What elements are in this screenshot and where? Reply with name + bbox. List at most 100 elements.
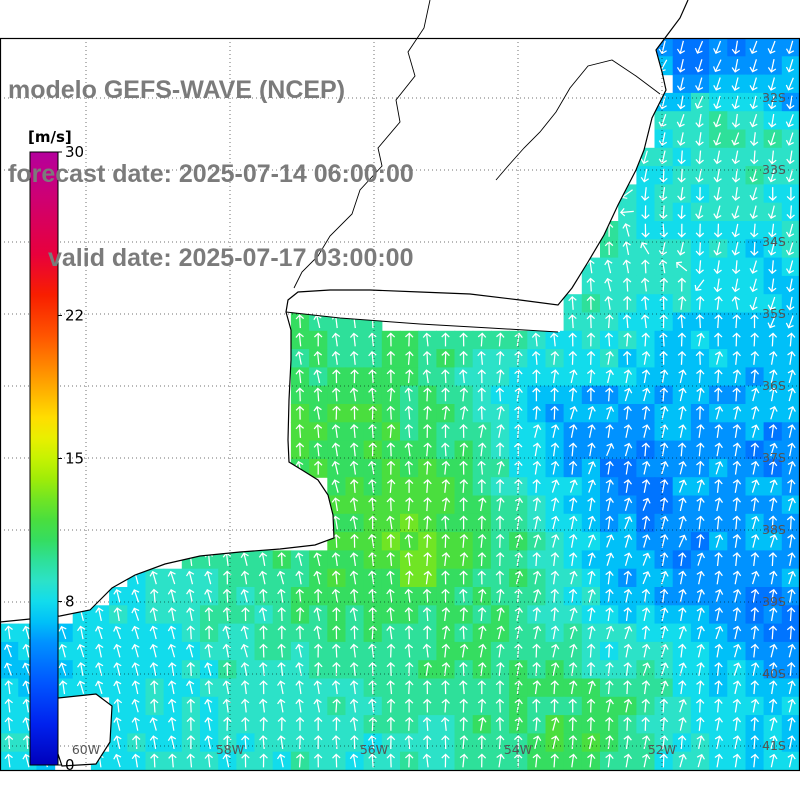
wave-arrow	[750, 552, 760, 567]
wave-arrow	[386, 607, 395, 622]
wave-arrow	[659, 332, 668, 347]
wave-arrow	[186, 680, 195, 695]
wave-arrow	[331, 332, 341, 347]
wave-arrow	[459, 405, 469, 420]
wave-arrow	[331, 735, 341, 750]
wave-arrow	[477, 680, 487, 695]
wave-arrow	[696, 588, 705, 603]
wave-arrow	[695, 187, 705, 201]
wave-arrow	[95, 662, 104, 676]
wave-arrow	[440, 716, 450, 731]
wave-arrow	[660, 625, 669, 640]
wave-arrow	[368, 716, 378, 731]
wave-arrow	[167, 735, 177, 749]
wave-arrow	[441, 479, 451, 493]
wave-arrow	[696, 716, 705, 731]
wave-arrow	[386, 735, 396, 750]
wave-arrow	[623, 295, 632, 310]
wave-arrow	[586, 295, 596, 310]
wave-arrow	[314, 643, 323, 658]
wave-arrow	[731, 242, 740, 256]
wave-arrow	[678, 717, 687, 731]
wave-arrow	[569, 369, 578, 384]
wave-arrow	[349, 350, 359, 365]
wave-arrow	[732, 552, 741, 567]
wave-arrow	[185, 643, 195, 658]
wave-arrow	[678, 625, 687, 640]
wave-arrow	[659, 552, 669, 567]
wave-arrow	[331, 552, 341, 567]
wave-arrow	[714, 442, 723, 457]
wave-arrow	[386, 753, 396, 768]
lon-label: 52W	[648, 742, 676, 757]
wave-arrow	[332, 753, 341, 768]
wave-arrow	[349, 497, 359, 512]
wave-arrow	[441, 588, 450, 603]
wave-arrow	[732, 735, 742, 749]
wave-arrow	[642, 387, 651, 402]
wave-arrow	[605, 753, 614, 768]
wave-arrow	[731, 278, 740, 293]
wave-arrow	[713, 332, 723, 347]
colorbar-tick-label: 8	[65, 593, 75, 611]
wave-arrow	[422, 753, 432, 768]
wave-arrow	[495, 552, 505, 567]
wave-arrow	[733, 662, 742, 676]
wave-arrow	[532, 552, 541, 567]
wave-arrow	[731, 168, 741, 183]
wave-arrow	[259, 625, 268, 640]
wave-arrow	[678, 515, 687, 530]
wave-arrow	[204, 643, 213, 658]
wave-arrow	[659, 753, 668, 768]
wave-arrow	[768, 332, 778, 347]
lat-label: 36S	[762, 378, 786, 393]
wave-arrow	[423, 497, 432, 512]
wave-arrow	[313, 460, 323, 475]
wave-arrow	[94, 625, 104, 640]
wave-arrow	[22, 717, 31, 731]
wave-arrow	[568, 387, 578, 402]
wave-arrow	[696, 735, 705, 749]
wave-arrow	[569, 406, 578, 420]
lat-label: 39S	[762, 594, 786, 609]
wave-arrow	[58, 680, 68, 695]
wave-arrow	[714, 295, 723, 310]
wave-arrow	[569, 497, 578, 512]
wave-arrow	[258, 607, 268, 621]
lat-label: 37S	[762, 450, 786, 465]
wave-arrow	[295, 424, 304, 438]
wave-arrow	[368, 698, 377, 713]
wave-arrow	[568, 716, 578, 731]
wave-arrow	[423, 442, 432, 457]
wave-arrow	[623, 479, 632, 493]
wave-arrow	[769, 588, 778, 603]
wave-arrow	[624, 552, 633, 566]
wave-arrow	[495, 716, 505, 731]
wave-arrow	[696, 295, 705, 310]
wave-arrow	[785, 77, 794, 91]
wave-arrow	[459, 387, 469, 402]
wave-arrow	[222, 588, 232, 603]
wave-arrow	[495, 387, 505, 402]
wave-arrow	[240, 680, 250, 695]
wave-arrow	[349, 717, 359, 731]
wave-arrow	[423, 387, 432, 402]
wave-arrow	[749, 223, 759, 238]
wave-arrow	[678, 552, 687, 567]
wave-arrow	[696, 533, 705, 548]
wave-arrow	[658, 187, 668, 201]
wave-arrow	[732, 369, 742, 384]
wave-arrow	[605, 460, 614, 475]
wave-arrow	[459, 479, 469, 493]
wave-arrow	[222, 680, 231, 695]
wave-arrow	[314, 662, 323, 676]
wave-arrow	[295, 405, 305, 420]
wave-arrow	[749, 132, 759, 147]
wave-arrow	[386, 442, 396, 457]
wave-arrow	[732, 497, 742, 512]
wave-arrow	[386, 588, 395, 603]
wave-arrow	[587, 442, 596, 457]
wave-arrow	[750, 314, 759, 329]
